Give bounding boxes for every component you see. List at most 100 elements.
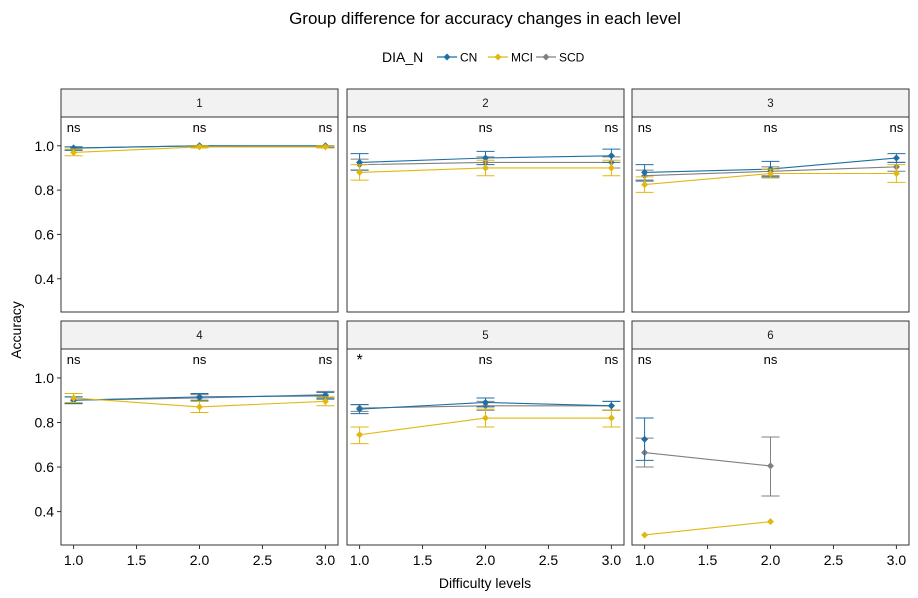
x-tick-label: 2.5 [253, 552, 273, 568]
series-mci [64, 143, 335, 157]
x-tick-label: 3.0 [602, 552, 622, 568]
facet-strip-label: 3 [767, 98, 773, 110]
significance-label: ns [193, 352, 207, 367]
legend-label-scd: SCD [559, 51, 585, 65]
significance-label: ns [479, 352, 493, 367]
data-point-mci [482, 164, 489, 172]
data-point-cn [70, 144, 78, 152]
data-point-mci [70, 394, 78, 402]
data-point-mci [641, 181, 649, 189]
x-tick-label: 2.5 [824, 552, 844, 568]
data-point-cn [607, 152, 615, 160]
facet-panel-area [346, 348, 625, 546]
x-tick-label: 1.5 [698, 552, 718, 568]
data-point-mci [196, 143, 203, 151]
significance-label: ns [193, 120, 207, 135]
x-axis-label: Difficulty levels [439, 575, 531, 591]
facet-strip [60, 88, 339, 118]
series-mci [641, 518, 774, 539]
data-point-cn [196, 393, 203, 401]
y-tick-label: 0.4 [35, 271, 55, 287]
legend-label-cn: CN [460, 51, 477, 65]
significance-label: ns [319, 120, 333, 135]
series-mci [350, 408, 621, 445]
legend-title: DIA_N [382, 49, 423, 65]
data-point-mci [607, 414, 615, 422]
data-point-mci [70, 148, 78, 156]
series-line-mci [644, 521, 771, 536]
y-tick-label: 0.4 [35, 504, 55, 520]
y-tick-label: 0.6 [35, 459, 55, 475]
chart-title: Group difference for accuracy changes in… [289, 9, 681, 28]
significance-label: ns [764, 120, 778, 135]
x-tick-label: 2.0 [190, 552, 210, 568]
data-point-cn [321, 392, 329, 400]
significance-label: ns [605, 352, 619, 367]
x-tick-label: 1.5 [413, 552, 433, 568]
significance-label: ns [638, 352, 652, 367]
legend-label-mci: MCI [511, 51, 533, 65]
x-tick-label: 3.0 [316, 552, 336, 568]
facet-strip [346, 320, 625, 350]
significance-label: ns [67, 352, 81, 367]
facet-panel-6: 6 1.0 1.5 2.0 2.5 3.0 ns ns [631, 320, 910, 568]
x-tick-label: 1.5 [127, 552, 147, 568]
significance-label: ns [353, 120, 367, 135]
y-tick-label: 1.0 [35, 370, 55, 386]
facet-panel-area [631, 116, 910, 313]
data-point-cn [607, 402, 615, 410]
data-point-mci [356, 168, 364, 176]
legend-key-marker-cn [443, 53, 451, 61]
facet-panel-4: 4 0.4 0.6 0.8 1.0 1.0 1.5 2.0 2.5 3.0 ns ns ns [35, 320, 339, 568]
significance-label: * [356, 352, 362, 369]
series-mci [635, 164, 906, 193]
facet-strip-label: 5 [482, 330, 488, 342]
data-point-mci [641, 531, 649, 539]
facet-strip [631, 88, 910, 118]
facet-panel-5: 5 1.0 1.5 2.0 2.5 3.0 * ns ns [346, 320, 625, 568]
y-axis-label: Accuracy [8, 301, 24, 359]
data-point-mci [892, 170, 900, 178]
x-tick-label: 1.0 [64, 552, 84, 568]
significance-label: ns [479, 120, 493, 135]
legend: DIA_N CN MCI SCD [382, 49, 585, 65]
data-point-scd [767, 462, 774, 470]
series-mci [64, 393, 335, 413]
facet-panel-area [346, 116, 625, 313]
facet-panel-area [60, 348, 339, 546]
legend-key-marker-scd [542, 53, 550, 61]
data-point-mci [767, 518, 774, 526]
facet-strip-label: 2 [482, 98, 488, 110]
data-point-mci [607, 164, 615, 172]
series-mci [350, 159, 621, 181]
data-point-mci [196, 403, 203, 411]
facet-panel-2: 2 ns ns ns [346, 88, 625, 313]
significance-label: ns [67, 120, 81, 135]
x-tick-label: 1.0 [350, 552, 370, 568]
x-tick-label: 2.5 [539, 552, 559, 568]
data-point-cn [356, 405, 364, 413]
significance-label: ns [319, 352, 333, 367]
significance-label: ns [605, 120, 619, 135]
data-point-mci [321, 397, 329, 405]
facet-strip-label: 6 [767, 330, 773, 342]
y-tick-label: 0.8 [35, 415, 55, 431]
data-point-mci [767, 170, 774, 178]
data-point-cn [482, 398, 489, 406]
series-cn [635, 417, 654, 461]
x-tick-label: 2.0 [476, 552, 496, 568]
data-point-mci [321, 143, 329, 151]
facet-panel-3: 3 ns ns ns [631, 88, 910, 313]
data-point-cn [892, 154, 900, 162]
facet-grid: 1 0.4 0.6 0.8 1.0 ns ns ns 2 ns ns ns 3 ns ns ns 4 0.4 0.6… [35, 88, 910, 568]
data-point-cn [641, 435, 649, 443]
facet-strip [631, 320, 910, 350]
data-point-cn [641, 168, 649, 176]
x-tick-label: 3.0 [887, 552, 907, 568]
significance-label: ns [638, 120, 652, 135]
series-cn [350, 397, 621, 415]
series-line-scd [644, 452, 771, 467]
facet-panel-1: 1 0.4 0.6 0.8 1.0 ns ns ns [35, 88, 339, 313]
x-tick-label: 2.0 [761, 552, 781, 568]
y-tick-label: 1.0 [35, 138, 55, 154]
